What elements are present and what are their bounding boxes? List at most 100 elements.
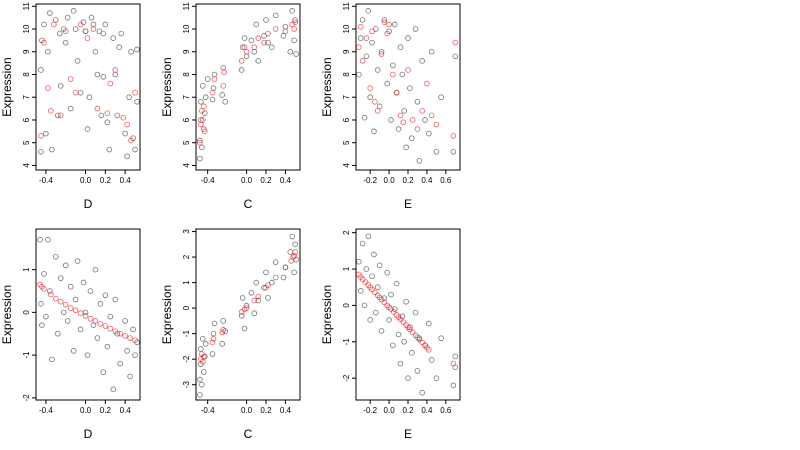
data-point xyxy=(211,76,218,82)
data-point xyxy=(428,48,435,55)
x-tick-label: 0.2 xyxy=(260,176,272,185)
data-point xyxy=(356,258,362,265)
data-point xyxy=(399,71,406,78)
data-point xyxy=(97,301,104,307)
y-tick-label: 7 xyxy=(342,94,351,99)
data-point xyxy=(104,119,111,126)
x-tick-label: 0.4 xyxy=(421,406,433,415)
series-2 xyxy=(38,21,138,144)
x-tick-label: -0.4 xyxy=(201,176,215,185)
data-point xyxy=(122,130,128,137)
data-point xyxy=(132,352,138,358)
data-point xyxy=(272,259,279,265)
data-point xyxy=(120,114,126,121)
data-point xyxy=(289,8,296,14)
data-point xyxy=(128,48,134,55)
data-point xyxy=(211,320,218,327)
data-point xyxy=(92,266,99,273)
data-point xyxy=(450,133,457,139)
data-point xyxy=(84,352,91,358)
y-tick-label: 9 xyxy=(22,49,31,54)
series-2 xyxy=(198,249,298,365)
data-point xyxy=(251,48,258,55)
data-point xyxy=(220,318,227,324)
data-point xyxy=(100,30,107,37)
y-tick-label: 6 xyxy=(342,117,351,122)
data-point xyxy=(251,310,258,317)
data-point xyxy=(92,48,99,55)
data-point xyxy=(373,309,379,316)
data-point xyxy=(378,51,385,57)
data-point xyxy=(280,274,287,281)
data-point xyxy=(72,26,79,32)
data-point xyxy=(62,28,69,35)
data-point xyxy=(414,368,421,374)
data-point xyxy=(359,240,366,247)
series-2 xyxy=(356,19,459,139)
x-tick-label: -0.2 xyxy=(363,176,377,185)
data-point xyxy=(62,301,69,308)
data-point xyxy=(371,251,377,258)
data-point xyxy=(238,312,245,319)
data-point xyxy=(84,126,91,132)
data-point xyxy=(356,71,362,78)
data-point xyxy=(251,44,258,51)
y-tick-label: 5 xyxy=(342,140,351,145)
data-point xyxy=(425,320,432,327)
data-point xyxy=(433,149,440,155)
data-point xyxy=(401,108,408,114)
data-point xyxy=(219,92,226,98)
y-axis-title: Expression xyxy=(0,285,14,344)
data-point xyxy=(130,326,136,333)
data-point xyxy=(47,10,53,16)
data-point xyxy=(384,269,391,276)
data-point xyxy=(397,44,404,51)
data-point xyxy=(57,275,64,281)
data-point xyxy=(261,39,267,46)
data-point xyxy=(37,236,43,243)
data-point xyxy=(253,21,260,28)
y-tick-label: 4 xyxy=(342,163,351,168)
data-point xyxy=(238,67,245,73)
data-point xyxy=(48,291,54,298)
y-tick-label: -1 xyxy=(182,330,191,338)
data-point xyxy=(122,333,128,339)
x-tick-label: -0.4 xyxy=(201,406,215,415)
data-point xyxy=(428,112,435,119)
chart-panel-2: -0.4 0.0 0.2 0.4 4 5 6 7 8 9 10 11 C Expression xyxy=(160,2,301,211)
data-point xyxy=(53,17,59,23)
data-point xyxy=(414,126,421,132)
plot-frame xyxy=(195,3,301,171)
data-point xyxy=(265,295,271,301)
data-point xyxy=(38,133,44,139)
y-tick-label: 2 xyxy=(342,230,351,235)
data-point xyxy=(452,353,459,360)
data-point xyxy=(67,76,74,82)
series-2 xyxy=(37,281,138,343)
data-point xyxy=(367,94,373,101)
data-point xyxy=(361,114,368,121)
data-point xyxy=(87,288,94,294)
data-point xyxy=(56,30,63,37)
data-point xyxy=(269,279,275,286)
data-point xyxy=(38,67,44,73)
data-point xyxy=(425,346,432,353)
data-point xyxy=(239,295,246,301)
data-point xyxy=(51,21,57,28)
x-tick-label: 0.2 xyxy=(100,406,112,415)
data-point xyxy=(367,317,373,323)
data-point xyxy=(134,98,140,105)
data-point xyxy=(70,348,77,354)
x-axis-title: D xyxy=(84,197,93,211)
data-point xyxy=(255,293,262,300)
data-point xyxy=(391,309,397,315)
x-tick-label: 0.4 xyxy=(280,406,292,415)
data-point xyxy=(199,144,205,151)
data-point xyxy=(210,85,217,91)
data-point xyxy=(200,103,207,110)
y-tick-label: 2 xyxy=(182,254,191,259)
data-point xyxy=(107,313,114,320)
y-tick-label: 6 xyxy=(22,117,31,122)
data-point xyxy=(357,35,364,41)
data-point xyxy=(243,53,250,60)
